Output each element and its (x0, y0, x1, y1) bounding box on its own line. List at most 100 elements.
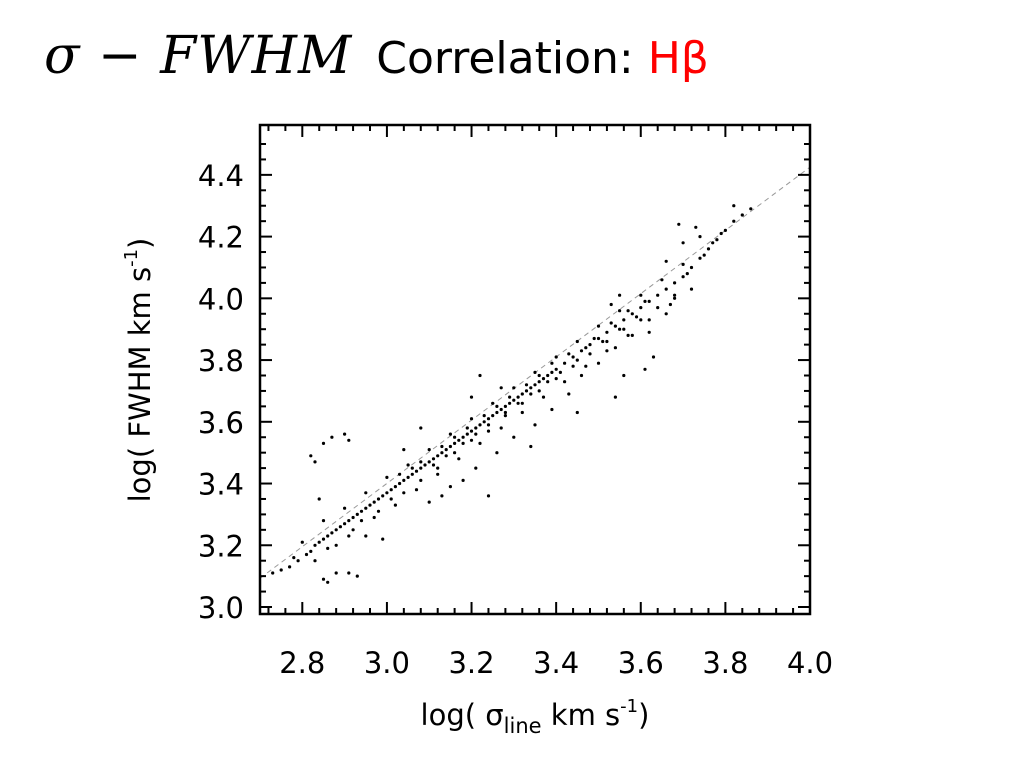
data-point (499, 426, 503, 430)
y-tick-label: 4.0 (198, 282, 244, 316)
data-point (309, 454, 313, 458)
data-point (647, 299, 651, 303)
data-point (296, 559, 300, 563)
data-point (512, 386, 516, 390)
data-point (334, 543, 338, 547)
data-point (486, 429, 491, 433)
data-point (347, 534, 351, 538)
data-point (436, 472, 440, 476)
data-point (317, 540, 321, 544)
data-point (474, 466, 478, 470)
data-point (461, 478, 465, 482)
data-point (469, 417, 474, 421)
data-point (571, 364, 575, 368)
data-point (609, 302, 613, 307)
data-point (622, 318, 626, 322)
y-tick-label: 3.6 (198, 406, 244, 440)
x-tick-label: 4.0 (787, 646, 833, 680)
data-point (288, 565, 292, 569)
data-point (618, 327, 622, 331)
data-point (499, 407, 503, 412)
data-point (355, 574, 359, 578)
data-point (271, 571, 275, 575)
data-point (563, 380, 567, 384)
data-point (677, 222, 681, 226)
data-point (664, 287, 668, 291)
data-point (643, 367, 647, 371)
data-point (524, 383, 529, 387)
data-point (520, 392, 524, 396)
data-point (622, 373, 626, 378)
data-point (406, 475, 410, 479)
data-point (423, 463, 427, 467)
data-point (444, 448, 448, 452)
data-point (491, 414, 495, 418)
data-point (313, 559, 317, 563)
data-point (533, 370, 537, 374)
data-point (524, 389, 529, 393)
data-point (419, 426, 423, 430)
data-point (643, 299, 647, 303)
data-point (436, 466, 440, 470)
data-point (436, 454, 440, 458)
data-point (702, 253, 706, 257)
data-point (630, 312, 634, 316)
data-point (364, 491, 368, 495)
data-point (486, 494, 491, 498)
data-point (364, 534, 368, 538)
data-point (453, 441, 457, 445)
data-point (567, 352, 571, 356)
data-points-layer (271, 204, 753, 584)
data-point (457, 438, 461, 442)
data-point (571, 355, 575, 359)
x-tick-label: 3.2 (448, 646, 494, 680)
data-point (334, 571, 338, 575)
data-point (673, 281, 677, 285)
data-point (343, 522, 347, 526)
data-point (376, 497, 381, 501)
data-point (419, 478, 423, 482)
data-point (351, 528, 355, 532)
data-point (359, 519, 364, 523)
data-point (550, 407, 554, 412)
data-point (554, 367, 558, 371)
data-point (427, 460, 431, 464)
title-math-expression: σ − FWHM (44, 26, 353, 86)
data-point (368, 503, 372, 507)
data-point (639, 318, 643, 322)
data-point (550, 370, 554, 374)
data-point (605, 330, 609, 334)
data-point (448, 485, 452, 489)
data-point (664, 259, 668, 263)
data-point (588, 352, 592, 356)
data-point (444, 454, 448, 458)
data-point (618, 309, 622, 313)
y-tick-label: 4.4 (198, 159, 244, 193)
data-point (402, 491, 406, 495)
data-point (440, 451, 444, 455)
y-axis-label-suffix: ) (123, 238, 157, 249)
x-tick-label: 3.6 (618, 646, 664, 680)
data-point (313, 543, 317, 547)
data-point (372, 515, 376, 520)
data-point (651, 355, 656, 359)
y-tick-label: 3.8 (198, 344, 244, 378)
data-point (512, 398, 516, 402)
data-point (414, 469, 419, 473)
data-point (579, 373, 584, 378)
x-tick-label: 2.8 (279, 646, 325, 680)
data-point (347, 519, 351, 523)
data-point (613, 346, 618, 350)
data-point (448, 432, 452, 436)
data-point (554, 355, 558, 359)
y-tick-label: 4.2 (198, 221, 244, 255)
data-point (465, 432, 469, 436)
data-point (321, 441, 326, 445)
data-point (457, 457, 461, 461)
data-point (664, 312, 668, 316)
data-point (292, 556, 296, 560)
data-point (719, 231, 723, 236)
data-point (579, 349, 584, 353)
data-point (630, 333, 634, 337)
data-point (622, 327, 626, 331)
